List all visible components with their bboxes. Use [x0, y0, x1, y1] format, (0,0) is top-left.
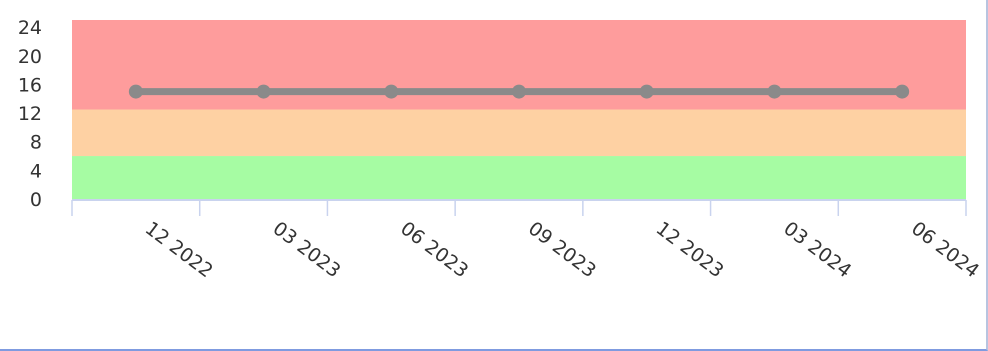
- data-point[interactable]: [639, 84, 654, 99]
- y-tick-label: 16: [18, 74, 42, 96]
- data-point[interactable]: [384, 84, 399, 99]
- y-axis-ticks: 0 4 8 12 16 20 24: [18, 17, 42, 211]
- y-tick-label: 20: [18, 46, 42, 68]
- band-low: [72, 156, 966, 199]
- data-point[interactable]: [767, 84, 782, 99]
- y-tick-label: 24: [18, 17, 42, 39]
- threshold-bands: [72, 20, 966, 199]
- y-tick-label: 0: [30, 189, 42, 211]
- x-tick-label: 06 2024: [907, 217, 983, 282]
- x-tick-label: 06 2023: [396, 217, 472, 282]
- data-point[interactable]: [128, 84, 143, 99]
- y-tick-label: 8: [30, 132, 42, 154]
- x-tick-label: 09 2023: [524, 217, 600, 282]
- band-medium: [72, 109, 966, 157]
- x-tick-label: 03 2023: [269, 217, 345, 282]
- x-axis: 12 2022 03 2023 06 2023 09 2023 12 2023 03 20…: [71, 199, 983, 282]
- x-tick-label: 12 2023: [652, 217, 728, 282]
- x-tick-label: 12 2022: [141, 217, 217, 282]
- data-point[interactable]: [512, 84, 526, 99]
- series-layer: [128, 84, 910, 99]
- y-tick-label: 12: [18, 103, 42, 125]
- x-tick-label: 03 2024: [779, 217, 855, 282]
- y-tick-label: 4: [30, 160, 42, 182]
- data-point[interactable]: [895, 84, 910, 99]
- data-point[interactable]: [256, 84, 271, 99]
